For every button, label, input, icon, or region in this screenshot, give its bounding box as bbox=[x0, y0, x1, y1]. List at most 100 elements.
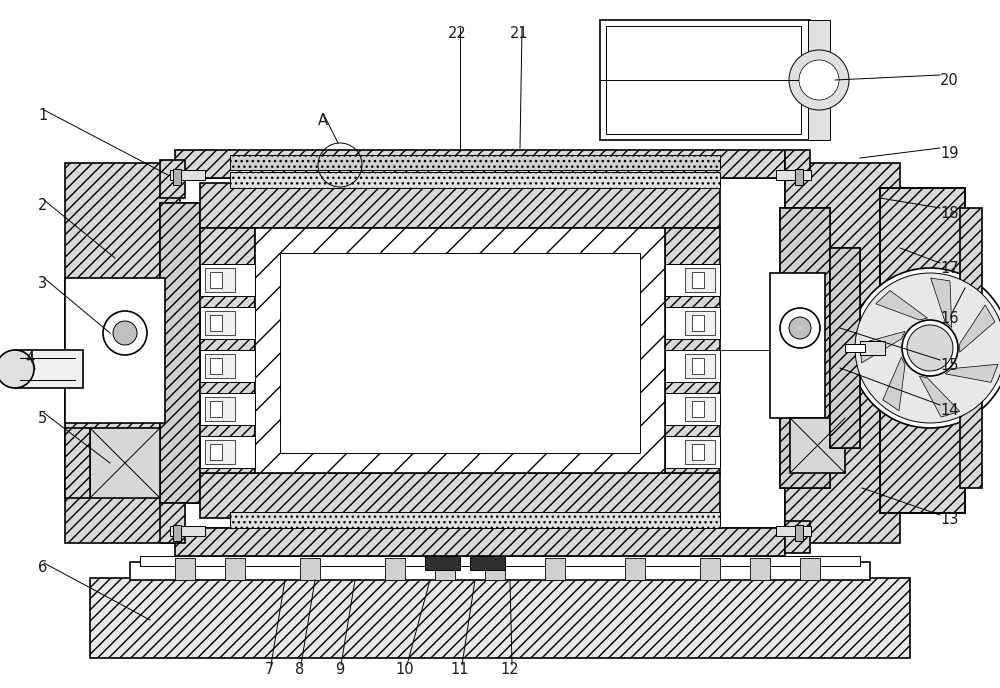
Bar bbox=[425, 556, 460, 570]
Bar bbox=[90, 428, 160, 498]
Bar bbox=[90, 578, 910, 658]
Bar bbox=[205, 397, 235, 421]
Bar bbox=[175, 528, 785, 556]
Text: 18: 18 bbox=[940, 206, 958, 220]
Bar bbox=[665, 264, 720, 296]
Polygon shape bbox=[960, 305, 995, 352]
Bar bbox=[692, 315, 704, 331]
Bar bbox=[230, 512, 720, 528]
Bar bbox=[130, 562, 870, 580]
Circle shape bbox=[113, 321, 137, 345]
Bar bbox=[435, 558, 455, 580]
Bar bbox=[140, 556, 860, 566]
Bar bbox=[780, 208, 830, 488]
Bar bbox=[15, 350, 83, 388]
Bar bbox=[160, 203, 200, 503]
Bar bbox=[795, 169, 803, 185]
Bar bbox=[776, 526, 811, 536]
Bar bbox=[175, 558, 195, 580]
Bar bbox=[210, 401, 222, 417]
Bar bbox=[685, 354, 715, 378]
Bar bbox=[665, 393, 720, 425]
Bar bbox=[685, 268, 715, 292]
Polygon shape bbox=[860, 332, 905, 363]
Bar bbox=[230, 172, 720, 188]
Bar bbox=[65, 428, 90, 498]
Bar bbox=[173, 525, 181, 541]
Polygon shape bbox=[65, 163, 180, 543]
Text: 2: 2 bbox=[38, 197, 47, 213]
Bar bbox=[175, 178, 785, 528]
Bar bbox=[685, 311, 715, 335]
Polygon shape bbox=[876, 290, 927, 320]
Circle shape bbox=[103, 311, 147, 355]
Bar bbox=[170, 526, 205, 536]
Bar bbox=[665, 350, 720, 382]
Bar bbox=[606, 26, 801, 134]
Polygon shape bbox=[919, 376, 960, 417]
Polygon shape bbox=[883, 357, 905, 411]
Bar bbox=[160, 503, 185, 543]
Text: 19: 19 bbox=[940, 145, 958, 160]
Bar bbox=[385, 558, 405, 580]
Bar bbox=[200, 228, 255, 473]
Bar bbox=[685, 440, 715, 464]
Bar bbox=[255, 228, 665, 473]
Circle shape bbox=[789, 50, 849, 110]
Bar bbox=[210, 358, 222, 374]
Circle shape bbox=[850, 268, 1000, 428]
Bar bbox=[830, 248, 860, 448]
Bar bbox=[665, 436, 720, 468]
Bar bbox=[880, 188, 965, 513]
Bar bbox=[470, 556, 505, 570]
Bar bbox=[200, 436, 255, 468]
Bar bbox=[808, 20, 830, 140]
Bar bbox=[665, 228, 720, 473]
Bar bbox=[770, 273, 825, 418]
Bar bbox=[795, 525, 803, 541]
Text: 16: 16 bbox=[940, 310, 958, 325]
Bar bbox=[960, 208, 982, 488]
Text: 12: 12 bbox=[500, 663, 519, 678]
Polygon shape bbox=[931, 278, 952, 327]
Bar bbox=[800, 558, 820, 580]
Bar bbox=[280, 253, 640, 453]
Text: 15: 15 bbox=[940, 358, 958, 372]
Text: 14: 14 bbox=[940, 402, 958, 418]
Text: 5: 5 bbox=[38, 411, 47, 425]
Circle shape bbox=[780, 308, 820, 348]
Bar bbox=[205, 354, 235, 378]
Text: 21: 21 bbox=[510, 25, 529, 41]
Text: 3: 3 bbox=[38, 275, 47, 290]
Bar bbox=[210, 272, 222, 288]
Bar bbox=[200, 350, 255, 382]
Text: 4: 4 bbox=[25, 350, 34, 365]
Polygon shape bbox=[785, 163, 900, 543]
Text: 22: 22 bbox=[448, 25, 467, 41]
Text: 9: 9 bbox=[335, 663, 344, 678]
Bar bbox=[545, 558, 565, 580]
Circle shape bbox=[902, 320, 958, 376]
Bar bbox=[600, 20, 810, 140]
Text: 1: 1 bbox=[38, 107, 47, 122]
Bar bbox=[665, 307, 720, 339]
Polygon shape bbox=[880, 188, 965, 513]
Bar bbox=[692, 444, 704, 460]
Bar bbox=[225, 558, 245, 580]
Bar bbox=[200, 264, 255, 296]
Bar bbox=[230, 155, 720, 170]
Bar bbox=[830, 248, 860, 448]
Bar bbox=[300, 558, 320, 580]
Circle shape bbox=[0, 350, 34, 388]
Text: 11: 11 bbox=[450, 663, 469, 678]
Text: 20: 20 bbox=[940, 72, 959, 87]
Bar bbox=[210, 315, 222, 331]
Bar bbox=[205, 440, 235, 464]
Text: 13: 13 bbox=[940, 513, 958, 528]
Text: A: A bbox=[318, 113, 328, 127]
Bar bbox=[205, 311, 235, 335]
Bar bbox=[485, 558, 505, 580]
Bar bbox=[845, 344, 865, 352]
Bar bbox=[210, 444, 222, 460]
Bar bbox=[205, 268, 235, 292]
